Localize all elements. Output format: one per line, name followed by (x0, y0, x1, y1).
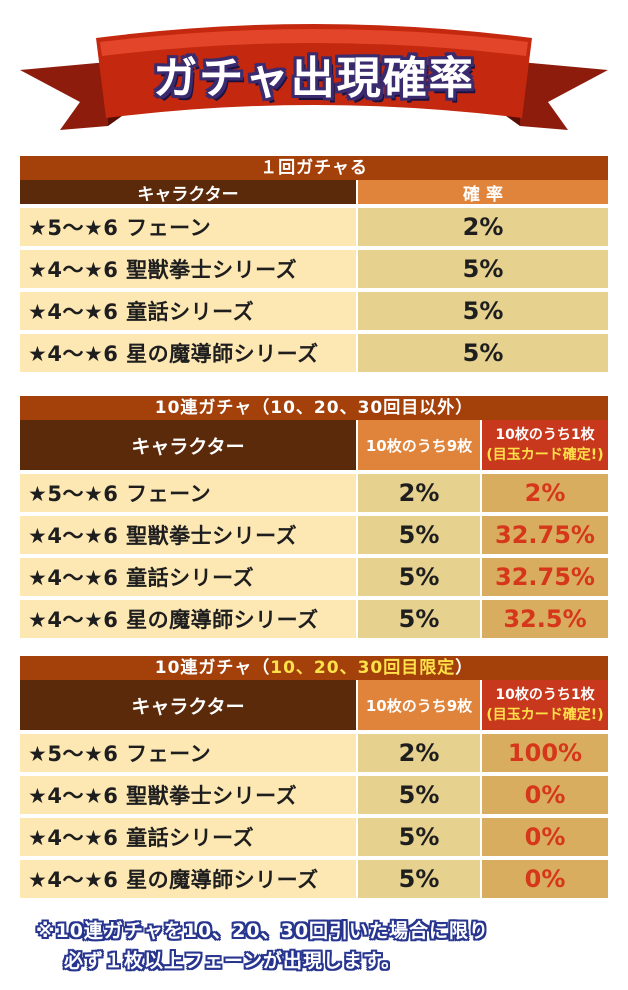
footnote-line-2: 必ず１枚以上フェーンが出現します。 (64, 950, 402, 972)
table-header-row: キャラクター 10枚のうち9枚 10枚のうち1枚 (目玉カード確定!) (20, 420, 608, 470)
table-row: ★4～★6 星の魔導師シリーズ 5% (20, 330, 608, 372)
character-name: ★5～★6 フェーン (20, 474, 358, 512)
table-row: ★4～★6 童話シリーズ 5% 32.75% (20, 554, 608, 596)
character-name: ★4～★6 聖獣拳士シリーズ (20, 776, 358, 814)
rate-one: 32.75% (482, 516, 608, 554)
table-header-row: キャラクター 確 率 (20, 180, 608, 205)
character-name: ★4～★6 童話シリーズ (20, 558, 358, 596)
section-title: 10連ガチャ（10、20、30回目限定） (20, 656, 608, 680)
rate-value: 2% (358, 208, 608, 246)
rate-value: 5% (358, 334, 608, 372)
table-row: ★4～★6 聖獣拳士シリーズ 5% 32.75% (20, 512, 608, 554)
ten-gacha-regular-table: 10連ガチャ（10、20、30回目以外） キャラクター 10枚のうち9枚 10枚… (20, 396, 608, 638)
rate-one: 100% (482, 734, 608, 772)
header-one-card-label: 10枚のうち1枚 (495, 427, 595, 443)
rate-nine: 2% (358, 474, 482, 512)
character-name: ★5～★6 フェーン (20, 734, 358, 772)
character-name: ★4～★6 童話シリーズ (20, 292, 358, 330)
character-name: ★4～★6 童話シリーズ (20, 818, 358, 856)
header-character: キャラクター (20, 680, 358, 730)
rate-one: 0% (482, 776, 608, 814)
rate-value: 5% (358, 250, 608, 288)
rate-nine: 2% (358, 734, 482, 772)
rate-one: 2% (482, 474, 608, 512)
section-title-suffix: ） (455, 658, 474, 678)
table-row: ★4～★6 童話シリーズ 5% 0% (20, 814, 608, 856)
ribbon-graphic (20, 24, 608, 130)
character-name: ★4～★6 星の魔導師シリーズ (20, 860, 358, 898)
table-row: ★5～★6 フェーン 2% 100% (20, 730, 608, 772)
header-character: キャラクター (20, 420, 358, 470)
character-name: ★4～★6 星の魔導師シリーズ (20, 600, 358, 638)
header-one-card-sub: (目玉カード確定!) (486, 447, 604, 463)
section-title-prefix: 10連ガチャ（ (154, 658, 271, 678)
rate-value: 5% (358, 292, 608, 330)
footnote: ※10連ガチャを10、20、30回引いた場合に限り 必ず１枚以上フェーンが出現し… (36, 916, 606, 976)
rate-nine: 5% (358, 860, 482, 898)
rate-nine: 5% (358, 600, 482, 638)
character-name: ★4～★6 星の魔導師シリーズ (20, 334, 358, 372)
rate-one: 0% (482, 818, 608, 856)
section-title-highlight: 10、20、30回目限定 (270, 658, 456, 678)
character-name: ★4～★6 聖獣拳士シリーズ (20, 516, 358, 554)
header-one-card-label: 10枚のうち1枚 (495, 687, 595, 703)
table-row: ★5～★6 フェーン 2% (20, 204, 608, 246)
header-rate: 確 率 (358, 180, 608, 205)
table-row: ★4～★6 聖獣拳士シリーズ 5% 0% (20, 772, 608, 814)
header-one-card: 10枚のうち1枚 (目玉カード確定!) (482, 420, 608, 470)
ten-gacha-limited-table: 10連ガチャ（10、20、30回目限定） キャラクター 10枚のうち9枚 10枚… (20, 656, 608, 898)
character-name: ★4～★6 聖獣拳士シリーズ (20, 250, 358, 288)
rate-nine: 5% (358, 776, 482, 814)
header-nine-cards: 10枚のうち9枚 (358, 680, 482, 730)
footnote-line-1: ※10連ガチャを10、20、30回引いた場合に限り (36, 920, 490, 942)
table-row: ★4～★6 星の魔導師シリーズ 5% 32.5% (20, 596, 608, 638)
section-title: １回ガチャる (20, 156, 608, 180)
table-row: ★5～★6 フェーン 2% 2% (20, 470, 608, 512)
rate-one: 32.5% (482, 600, 608, 638)
table-header-row: キャラクター 10枚のうち9枚 10枚のうち1枚 (目玉カード確定!) (20, 680, 608, 730)
title-banner: ガチャ出現確率 (0, 0, 628, 150)
table-row: ★4～★6 童話シリーズ 5% (20, 288, 608, 330)
header-one-card-sub: (目玉カード確定!) (486, 707, 604, 723)
rate-one: 0% (482, 860, 608, 898)
rate-nine: 5% (358, 558, 482, 596)
section-title: 10連ガチャ（10、20、30回目以外） (20, 396, 608, 420)
single-gacha-table: １回ガチャる キャラクター 確 率 ★5～★6 フェーン 2% ★4～★6 聖獣… (20, 156, 608, 372)
table-row: ★4～★6 聖獣拳士シリーズ 5% (20, 246, 608, 288)
header-nine-cards: 10枚のうち9枚 (358, 420, 482, 470)
header-character: キャラクター (20, 180, 358, 205)
table-row: ★4～★6 星の魔導師シリーズ 5% 0% (20, 856, 608, 898)
character-name: ★5～★6 フェーン (20, 208, 358, 246)
rate-one: 32.75% (482, 558, 608, 596)
rate-nine: 5% (358, 516, 482, 554)
page-title: ガチャ出現確率 (153, 53, 475, 104)
rate-nine: 5% (358, 818, 482, 856)
header-one-card: 10枚のうち1枚 (目玉カード確定!) (482, 680, 608, 730)
